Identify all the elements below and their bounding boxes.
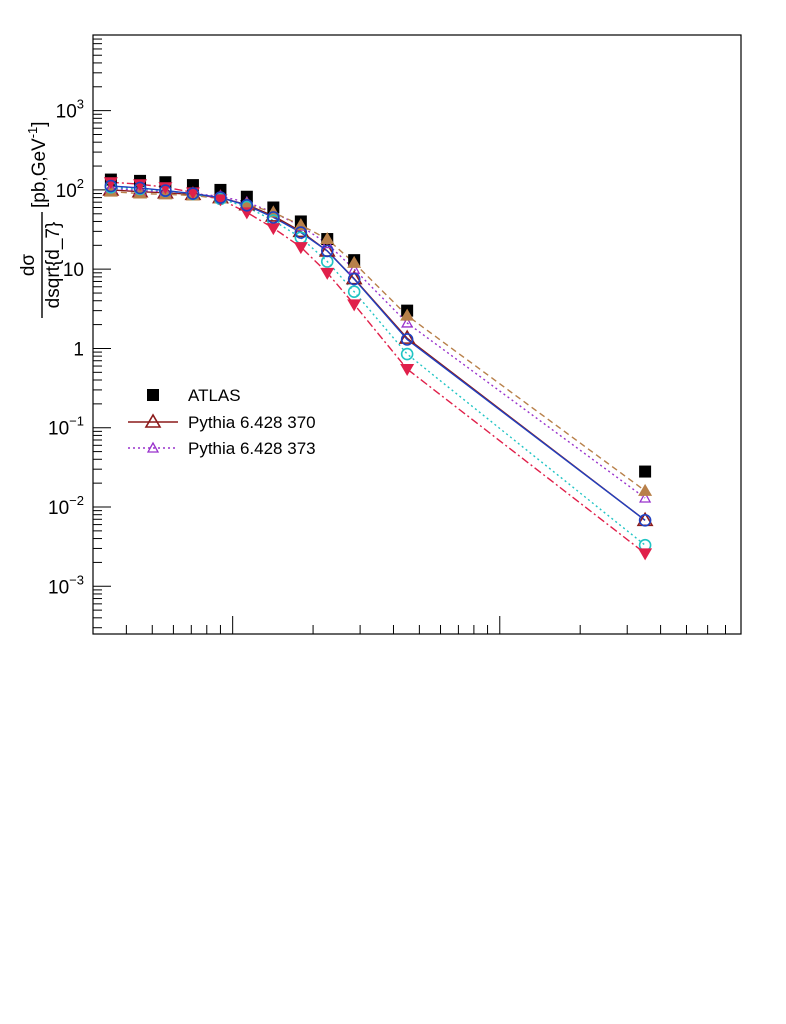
y-axis-title-unit: [pb,GeV-1] <box>25 121 50 208</box>
data-point-series-3 <box>320 232 335 245</box>
data-point-series-3 <box>347 255 362 268</box>
data-point-series-3 <box>638 483 653 496</box>
data-point-series-6 <box>347 272 361 286</box>
data-point-series-4 <box>400 347 414 361</box>
data-point-series-6 <box>400 333 414 346</box>
data-point-series-1 <box>345 270 363 285</box>
y-tick-label: 1 <box>73 339 84 360</box>
data-point-series-5 <box>133 179 148 192</box>
data-point-series-5 <box>266 223 281 236</box>
y-axis-title-numerator: dσ <box>18 254 39 277</box>
data-point-series-3 <box>103 184 118 197</box>
data-point-series-5 <box>293 242 308 255</box>
data-point-series-6 <box>240 198 254 212</box>
series-markers <box>102 173 654 561</box>
data-point-series-3 <box>293 218 308 231</box>
data-point-series-6 <box>214 191 227 204</box>
data-point-series-5 <box>103 177 118 190</box>
data-point-series-5 <box>320 267 335 280</box>
y-tick-label: 10−3 <box>48 572 84 598</box>
data-point-series-5 <box>347 299 362 312</box>
series-line-1 <box>110 189 646 521</box>
legend-label-2: Pythia 6.428 373 <box>188 439 316 458</box>
data-point-series-3 <box>400 308 415 321</box>
data-point-series-6 <box>320 244 334 258</box>
data-point-series-6 <box>159 184 172 197</box>
legend: ATLAS Pythia 6.428 370 Pythia 6.428 373 <box>128 386 316 458</box>
data-point-series-6 <box>104 179 118 193</box>
data-point-series-5 <box>638 548 653 561</box>
legend-marker-2 <box>146 441 160 453</box>
data-point-series-6 <box>133 181 147 195</box>
y-tick-label: 103 <box>56 97 84 123</box>
data-point-series-3 <box>133 186 148 199</box>
legend-marker-1 <box>144 413 162 428</box>
data-point-series-2 <box>401 316 414 328</box>
legend-marker-0 <box>147 389 159 401</box>
data-point-series-6 <box>186 187 200 200</box>
y-axis-title-unit-exponent: -1 <box>25 127 40 139</box>
data-point-series-6 <box>638 513 652 527</box>
data-point-series-1 <box>398 329 416 344</box>
data-point-series-0 <box>639 465 652 478</box>
series-line-6 <box>110 185 646 521</box>
legend-label-1: Pythia 6.428 370 <box>188 413 316 432</box>
data-point-series-5 <box>158 182 173 195</box>
data-point-series-6 <box>267 211 280 224</box>
y-axis-title: dσ dsqrt{d_7} [pb,GeV-1] <box>18 121 64 318</box>
plot-frame <box>92 34 742 635</box>
data-point-series-5 <box>400 364 415 377</box>
y-axis-title-denominator: dsqrt{d_7} <box>43 222 64 309</box>
axis-ticks <box>92 34 742 634</box>
y-tick-labels: 10−3 10−2 10−1 1 10 102 103 <box>48 97 84 599</box>
y-tick-label: 10−1 <box>48 414 84 440</box>
data-point-series-5 <box>185 187 200 200</box>
data-point-series-4 <box>347 285 361 299</box>
y-tick-label: 10−2 <box>48 493 84 519</box>
y-tick-label: 10 <box>63 260 84 281</box>
y-tick-label: 102 <box>56 176 84 202</box>
data-point-series-5 <box>213 194 228 207</box>
legend-label-0: ATLAS <box>188 386 241 405</box>
data-point-series-2 <box>638 491 652 503</box>
series-line-5 <box>110 181 646 554</box>
series-lines <box>110 181 646 554</box>
data-point-series-3 <box>239 197 254 210</box>
data-point-series-6 <box>294 226 308 239</box>
